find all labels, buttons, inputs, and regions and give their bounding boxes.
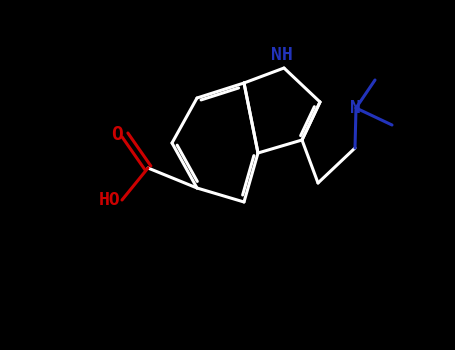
Text: N: N [349, 99, 360, 117]
Text: O: O [111, 126, 123, 145]
Text: NH: NH [271, 46, 293, 64]
Text: HO: HO [98, 191, 120, 209]
